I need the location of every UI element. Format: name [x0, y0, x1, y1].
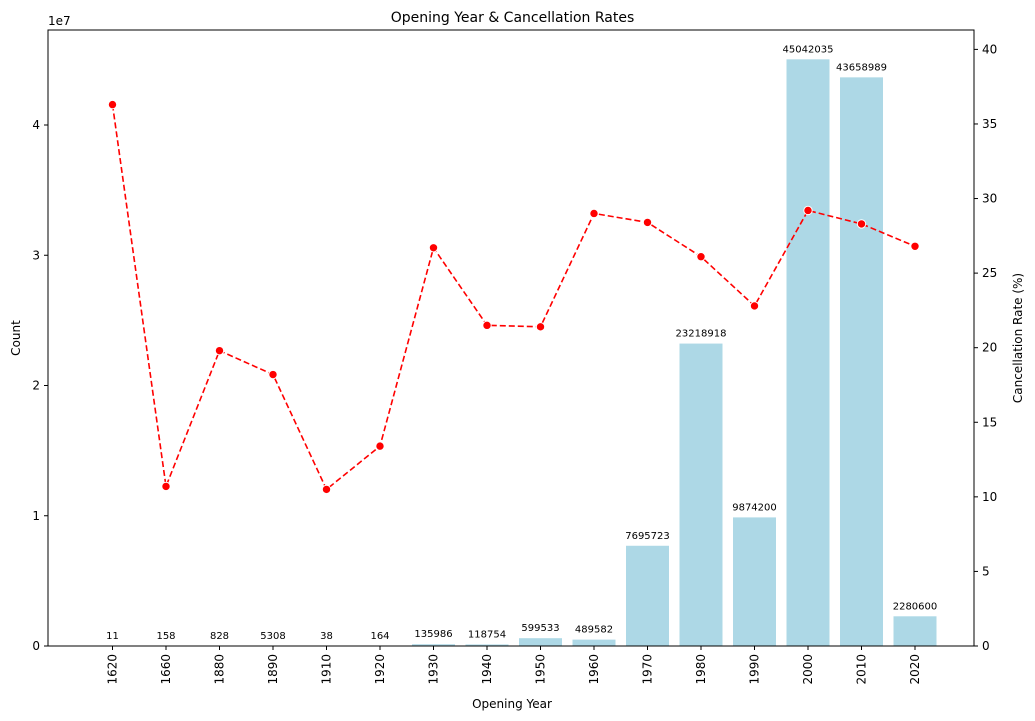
y-axis-label: Count	[9, 320, 23, 356]
x-tick-label-1940: 1940	[480, 654, 494, 685]
bar-label-1990: 9874200	[732, 502, 777, 513]
bar-label-1940: 118754	[468, 629, 506, 640]
bar-1940	[465, 644, 509, 646]
x-axis: 1620 1660 1880 1890 1910 1920 1930 1940 1950 1960…	[106, 646, 922, 685]
x-tick-label-1990: 1990	[748, 654, 762, 685]
x-tick-label-2000: 2000	[801, 654, 815, 685]
y-tick-label-4: 4	[32, 118, 40, 132]
rate-point-1920	[375, 441, 385, 451]
y-offset-label: 1e7	[48, 14, 71, 28]
bar-1960	[572, 639, 616, 646]
bar-1950	[519, 638, 562, 646]
cancellation-rate-line	[111, 104, 916, 491]
rate-point-2020	[910, 241, 920, 251]
bar-label-1960: 489582	[575, 625, 613, 636]
y2-tick-label-0: 0	[982, 639, 990, 653]
bar-label-1880: 828	[210, 631, 229, 642]
x-tick-label-1920: 1920	[373, 654, 387, 685]
y2-tick-label-30: 30	[982, 192, 997, 206]
bar-2000	[786, 59, 830, 647]
y-axis-right: 0 5 10 15 20 25 30 35 40	[974, 42, 997, 653]
bar-1980	[679, 343, 723, 646]
x-tick-label-1960: 1960	[587, 654, 601, 685]
bar-label-1930: 135986	[414, 629, 452, 640]
rate-point-1890	[268, 369, 278, 380]
rate-point-1990	[749, 301, 760, 311]
y-tick-label-1: 1	[32, 509, 40, 523]
bar-label-1970: 7695723	[625, 531, 670, 542]
x-tick-label-1910: 1910	[320, 654, 334, 685]
x-tick-label-1620: 1620	[106, 654, 120, 685]
rate-point-1940	[482, 320, 492, 331]
bar-label-2000: 45042035	[783, 44, 834, 55]
x-tick-label-2010: 2010	[855, 654, 869, 685]
rate-point-2000	[803, 205, 813, 216]
y-axis-left: 0 1 2 3 4	[32, 118, 48, 653]
rate-point-1970	[642, 217, 653, 228]
y2-axis-label: Cancellation Rate (%)	[1011, 273, 1025, 403]
y2-tick-label-25: 25	[982, 266, 997, 280]
bar-label-1620: 11	[106, 631, 119, 642]
rate-point-1960	[589, 208, 599, 219]
bar-label-2020: 2280600	[893, 601, 938, 612]
x-tick-label-1660: 1660	[159, 654, 173, 685]
rate-point-1930	[428, 243, 439, 253]
plot-frame	[47, 29, 975, 647]
y2-tick-label-40: 40	[982, 42, 997, 56]
bar-label-1660: 158	[156, 631, 175, 642]
x-tick-label-1880: 1880	[213, 654, 227, 685]
bar-label-1920: 164	[370, 631, 389, 642]
x-tick-label-1950: 1950	[534, 654, 548, 685]
bar-1930	[412, 644, 455, 646]
rate-point-1660	[161, 481, 171, 492]
y2-tick-label-5: 5	[982, 564, 990, 578]
bar-1990	[733, 517, 776, 646]
bars-layer	[91, 59, 937, 647]
bar-1970	[626, 545, 669, 646]
x-tick-label-1980: 1980	[694, 654, 708, 685]
x-tick-label-1930: 1930	[427, 654, 441, 685]
x-tick-label-1890: 1890	[266, 654, 280, 685]
rate-point-1910	[321, 484, 332, 495]
rate-point-2010	[856, 219, 867, 229]
y-tick-label-0: 0	[32, 639, 40, 653]
bar-label-1980: 23218918	[676, 329, 727, 340]
rate-point-1980	[696, 252, 706, 262]
rate-point-1620	[107, 99, 118, 110]
chart-title: Opening Year & Cancellation Rates	[391, 10, 635, 26]
line-layer	[107, 99, 920, 495]
bar-label-1910: 38	[320, 631, 333, 642]
y2-tick-label-15: 15	[982, 415, 997, 429]
bar-label-1950: 599533	[521, 623, 559, 634]
y2-tick-label-35: 35	[982, 117, 997, 131]
y2-tick-label-20: 20	[982, 341, 997, 355]
bar-labels-layer: 11 158 828 5308 38 164 135986 118754 599533 48958…	[106, 44, 937, 642]
y-tick-label-3: 3	[32, 248, 40, 262]
bar-2020	[893, 616, 937, 646]
y2-tick-label-10: 10	[982, 490, 997, 504]
x-tick-label-1970: 1970	[641, 654, 655, 685]
bar-2010	[840, 77, 883, 646]
x-tick-label-2020: 2020	[908, 654, 922, 685]
bar-label-1890: 5308	[260, 631, 285, 642]
x-axis-label: Opening Year	[472, 697, 552, 711]
bar-label-2010: 43658989	[836, 62, 887, 73]
y-tick-label-2: 2	[32, 379, 40, 393]
rate-point-1950	[535, 322, 546, 332]
rate-point-1880	[214, 345, 225, 356]
